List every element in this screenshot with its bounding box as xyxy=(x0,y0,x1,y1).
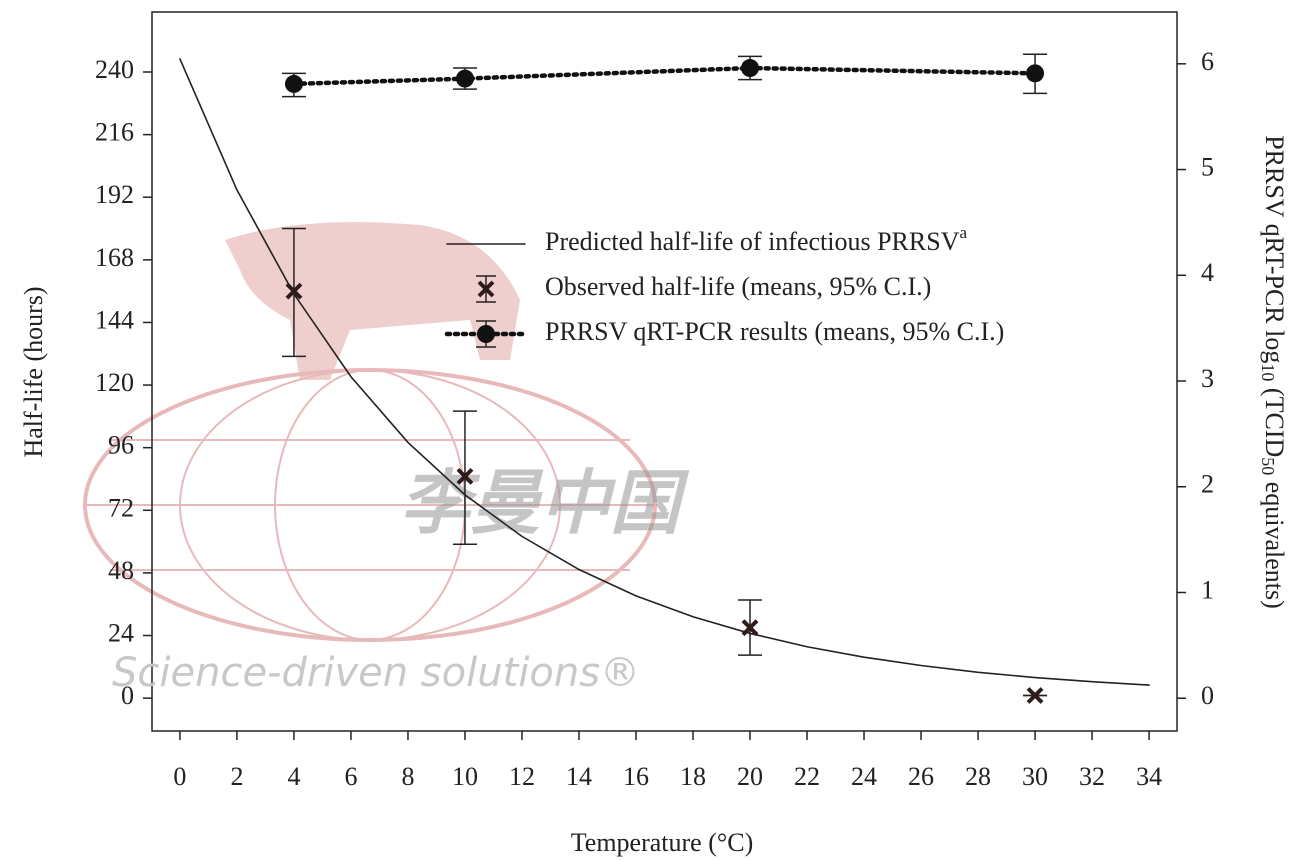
legend-label-text: PRRSV qRT-PCR results (means, 95% C.I.) xyxy=(545,317,1004,346)
x-axis-label: Temperature (°C) xyxy=(571,828,754,857)
x-tick-label: 24 xyxy=(851,762,877,791)
x-tick-label: 14 xyxy=(566,762,592,791)
x-tick-label: 28 xyxy=(965,762,991,791)
y-tick-label: 168 xyxy=(95,243,134,272)
y2-axis-label-part: (TCID xyxy=(1260,381,1289,457)
x-tick-label: 6 xyxy=(344,762,357,791)
y-tick-label: 120 xyxy=(95,368,134,397)
x-tick-label: 10 xyxy=(452,762,478,791)
point xyxy=(1026,64,1045,83)
series-line xyxy=(179,58,1150,686)
x-tick-label: 4 xyxy=(287,762,300,791)
x-tick-label: 18 xyxy=(680,762,706,791)
x-tick-label: 0 xyxy=(173,762,186,791)
legend-label: Observed half-life (means, 95% C.I.) xyxy=(545,272,931,301)
y2-axis-label-part: PRRSV qRT-PCR log xyxy=(1260,135,1289,363)
y2-axis-label-part: 10 xyxy=(1258,363,1278,381)
x-marker xyxy=(456,467,474,485)
x-tick-label: 12 xyxy=(509,762,535,791)
series xyxy=(179,58,1150,686)
y2-axis-label-part: equivalents) xyxy=(1260,475,1289,609)
x-marker-stroke xyxy=(456,467,474,485)
legend-label: PRRSV qRT-PCR results (means, 95% C.I.) xyxy=(545,317,1004,346)
x-tick-label: 16 xyxy=(623,762,649,791)
x-marker-stroke xyxy=(1026,687,1044,704)
legend: Predicted half-life of infectious PRRSVa… xyxy=(444,223,1004,348)
x-marker xyxy=(741,619,759,637)
x-tick-label: 34 xyxy=(1136,762,1162,791)
y-tick-label: 48 xyxy=(108,556,134,585)
series xyxy=(281,227,1048,704)
y-tick-label: 72 xyxy=(108,493,134,522)
y-tick-label: 192 xyxy=(95,180,134,209)
legend-label-text: Predicted half-life of infectious PRRSV xyxy=(545,227,960,256)
legend-label-text: Observed half-life (means, 95% C.I.) xyxy=(545,272,931,301)
y2-tick-label: 4 xyxy=(1201,258,1214,287)
y-axis-label: Half-life (hours) xyxy=(19,286,48,457)
x-marker-stroke xyxy=(741,619,759,637)
x-marker-stroke xyxy=(285,282,303,300)
legend-marker xyxy=(477,280,495,298)
point xyxy=(455,69,474,88)
x-tick-label: 32 xyxy=(1079,762,1105,791)
y-tick-label: 0 xyxy=(121,681,134,710)
legend-label-superscript: a xyxy=(959,223,967,242)
watermark-slogan: Science-driven solutions® xyxy=(112,650,640,696)
point xyxy=(284,74,303,93)
series xyxy=(281,53,1048,98)
x-marker xyxy=(285,282,303,300)
x-marker xyxy=(1026,687,1044,704)
x-tick-label: 30 xyxy=(1022,762,1048,791)
series-line xyxy=(291,65,1038,87)
y2-tick-label: 0 xyxy=(1201,681,1214,710)
y-tick-label: 96 xyxy=(108,431,134,460)
point xyxy=(741,59,760,78)
y2-tick-label: 1 xyxy=(1201,575,1214,604)
y-tick-label: 144 xyxy=(95,305,134,334)
y2-tick-label: 5 xyxy=(1201,153,1214,182)
y2-axis-label-part: 50 xyxy=(1258,457,1278,475)
x-tick-label: 26 xyxy=(908,762,934,791)
y-tick-label: 216 xyxy=(95,118,134,147)
watermark-cn: 李曼中国 xyxy=(400,462,690,544)
y-tick-label: 240 xyxy=(95,55,134,84)
y-tick-label: 24 xyxy=(108,618,134,647)
x-tick-label: 2 xyxy=(230,762,243,791)
x-tick-label: 20 xyxy=(737,762,763,791)
plot-frame xyxy=(151,11,1178,732)
y2-axis-label: PRRSV qRT-PCR log10 (TCID50 equivalents) xyxy=(1258,135,1289,609)
x-tick-label: 8 xyxy=(401,762,414,791)
watermark-art xyxy=(83,222,657,642)
x-tick-label: 22 xyxy=(794,762,820,791)
y2-tick-label: 6 xyxy=(1201,47,1214,76)
y2-tick-label: 3 xyxy=(1201,364,1214,393)
legend-marker xyxy=(477,325,495,343)
y2-tick-label: 2 xyxy=(1201,470,1214,499)
legend-label: Predicted half-life of infectious PRRSVa xyxy=(545,223,967,256)
